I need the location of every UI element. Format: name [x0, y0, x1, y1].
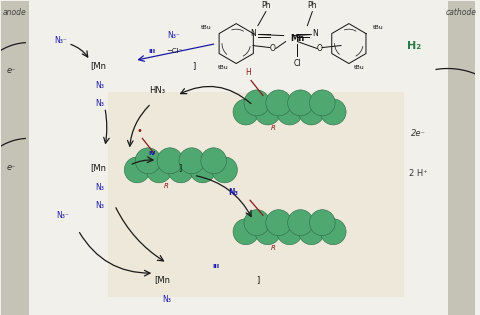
Circle shape	[321, 219, 346, 245]
Circle shape	[168, 157, 194, 183]
Text: 2e⁻: 2e⁻	[410, 129, 425, 138]
Circle shape	[146, 157, 172, 183]
Circle shape	[299, 219, 324, 245]
Text: R: R	[164, 183, 168, 189]
Text: N₃: N₃	[96, 183, 104, 192]
Text: 2 H⁺: 2 H⁺	[408, 169, 427, 178]
Text: R: R	[270, 245, 275, 251]
Text: N: N	[312, 29, 318, 38]
Circle shape	[124, 157, 150, 183]
Circle shape	[244, 210, 270, 236]
Text: IV: IV	[148, 151, 156, 156]
Bar	[1, 1, 29, 315]
Circle shape	[310, 210, 335, 236]
Circle shape	[212, 157, 238, 183]
Text: Cl: Cl	[294, 59, 301, 68]
Circle shape	[266, 90, 291, 116]
Circle shape	[266, 210, 291, 236]
Circle shape	[244, 90, 270, 116]
Text: [Mn: [Mn	[90, 163, 106, 172]
Text: N₃: N₃	[228, 188, 238, 197]
Text: H₂: H₂	[407, 41, 421, 50]
Text: N₃: N₃	[96, 99, 104, 108]
Text: tBu: tBu	[373, 25, 384, 30]
Circle shape	[233, 219, 259, 245]
Bar	[108, 93, 404, 297]
Circle shape	[201, 148, 227, 174]
Text: H: H	[245, 68, 251, 77]
Text: ]: ]	[257, 276, 260, 284]
Circle shape	[255, 99, 281, 125]
Text: •: •	[136, 126, 142, 136]
Text: Mn: Mn	[290, 34, 305, 43]
Circle shape	[277, 219, 302, 245]
Text: e⁻: e⁻	[6, 66, 16, 75]
Text: Ph: Ph	[261, 1, 271, 10]
Text: −Cl⁻: −Cl⁻	[166, 48, 182, 54]
Circle shape	[299, 99, 324, 125]
Circle shape	[288, 90, 313, 116]
Circle shape	[255, 219, 281, 245]
Text: tBu: tBu	[353, 65, 364, 70]
Text: III: III	[213, 264, 220, 269]
Circle shape	[277, 99, 302, 125]
Text: Ph: Ph	[308, 1, 317, 10]
Text: N: N	[250, 29, 256, 38]
Text: tBu: tBu	[201, 25, 212, 30]
Bar	[448, 1, 475, 315]
Text: anode: anode	[3, 8, 27, 17]
Text: N₃: N₃	[163, 295, 171, 304]
Text: O: O	[270, 44, 276, 53]
Circle shape	[135, 148, 161, 174]
Text: [Mn: [Mn	[154, 276, 170, 284]
Text: HN₃: HN₃	[149, 86, 165, 95]
Circle shape	[157, 148, 183, 174]
Text: R: R	[270, 125, 275, 131]
Circle shape	[233, 99, 259, 125]
Text: tBu: tBu	[218, 65, 229, 70]
Text: ]: ]	[178, 163, 181, 172]
Circle shape	[310, 90, 335, 116]
Text: III: III	[148, 49, 156, 54]
Text: N₃⁻: N₃⁻	[168, 31, 180, 40]
Circle shape	[179, 148, 204, 174]
Text: e⁻: e⁻	[6, 163, 16, 172]
Circle shape	[190, 157, 216, 183]
Text: [Mn: [Mn	[90, 61, 106, 70]
Text: N₃⁻: N₃⁻	[54, 36, 67, 45]
Text: O: O	[316, 44, 322, 53]
Text: cathode: cathode	[446, 8, 477, 17]
Circle shape	[288, 210, 313, 236]
Text: N₃⁻: N₃⁻	[56, 211, 69, 220]
Text: ]: ]	[192, 61, 196, 70]
Circle shape	[321, 99, 346, 125]
Text: N₃: N₃	[96, 201, 104, 210]
Text: N₃: N₃	[96, 81, 104, 90]
